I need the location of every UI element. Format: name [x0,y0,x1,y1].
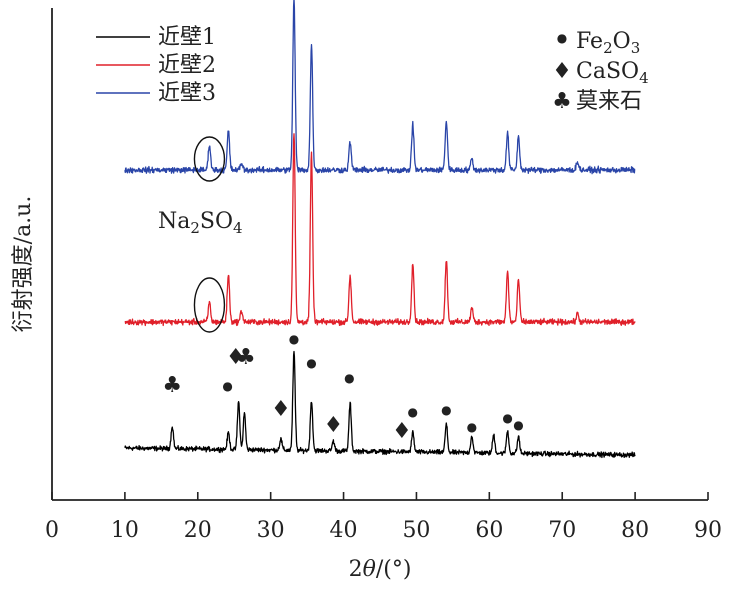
legend-label: 近壁2 [158,53,216,78]
text-part: Fe [576,29,603,54]
subscript: 2 [190,219,200,237]
subscript: 2 [603,39,613,57]
phase-marker: ♦ [226,345,246,370]
phase-legend-marker: ♣ [552,89,572,114]
phase-marker: ● [289,332,299,346]
phase-marker: ♦ [271,397,291,422]
phase-marker: ● [222,379,232,393]
phase-legend-label: 莫来石 [576,89,642,114]
subscript: 3 [631,39,641,57]
legend-label: 近壁3 [158,81,216,106]
phase-marker: ♣ [162,373,182,398]
subscript: 4 [639,69,649,87]
series-legend: 近壁1 近壁2 近壁3 [96,25,216,106]
x-tick-label: 60 [475,518,503,543]
phase-marker: ● [467,420,477,434]
x-title-part: 2 [349,557,363,582]
x-axis-title: 2θ/(°) [349,557,412,582]
text-part: Na [158,209,190,234]
phase-legend-marker: ● [557,31,567,45]
highlight-ellipses [193,136,226,333]
text-part: O [613,29,631,54]
phase-marker: ● [441,403,451,417]
phase-markers: ♣ ●♦♣♦●●♦●♦● ●●● ● [162,332,523,444]
text-part: SO [200,209,233,234]
x-tick-label: 90 [694,518,722,543]
phase-legend-label: CaSO4 [576,59,649,87]
text-part: CaSO [576,59,639,84]
series-line-1 [124,350,636,459]
x-tick-label: 20 [184,518,212,543]
phase-marker: ● [502,411,512,425]
x-tick-label: 0 [45,518,59,543]
highlight-ellipse [193,136,226,182]
na2so4-label: Na2SO4 [158,209,243,237]
phase-marker: ● [513,418,523,432]
x-tick-label: 30 [257,518,285,543]
series-line-2 [124,133,636,327]
x-tick-label: 50 [402,518,430,543]
series-group [124,0,636,459]
x-tick-label: 80 [621,518,649,543]
series-line-3 [124,0,636,175]
phase-marker: ● [306,356,316,370]
phase-marker: ♦ [392,419,412,444]
phase-marker: ● [344,371,354,385]
legend-label: 近壁1 [158,25,216,50]
x-tick-label: 40 [330,518,358,543]
axes: 0 10 20 30 40 50 60 70 80 90 [45,8,722,543]
x-title-theta: θ [363,557,376,582]
phase-marker: ● [408,405,418,419]
annotations: Na2SO4 [158,209,243,237]
x-title-part: /(°) [376,557,412,582]
highlight-ellipse [193,277,226,333]
x-tick-label: 70 [548,518,576,543]
x-tick-label: 10 [111,518,139,543]
phase-legend-label: Fe2O3 [576,29,640,57]
phase-legend-marker: ♦ [552,59,572,84]
phase-legend: ● Fe2O3♦ CaSO4♣ 莫来石 [552,29,648,114]
y-axis-title: 衍射强度/a.u. [11,196,36,333]
subscript: 4 [233,219,243,237]
text-part: 莫来石 [576,89,642,114]
phase-marker: ♣ [236,345,256,370]
phase-marker: ♦ [323,413,343,438]
